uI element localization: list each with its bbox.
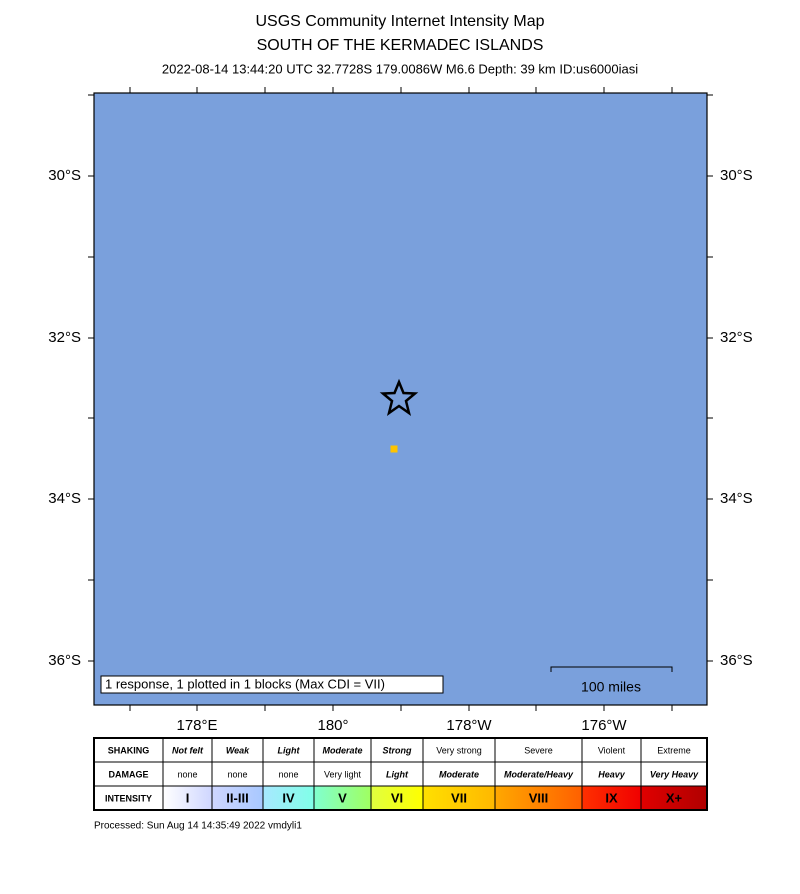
legend-text: 1 response, 1 plotted in 1 blocks (Max C…	[105, 676, 385, 691]
table-text: none	[227, 769, 247, 779]
latitude-label: 30°S	[720, 167, 753, 184]
title: USGS Community Internet Intensity Map	[256, 13, 545, 30]
table-cell	[93, 761, 164, 787]
table-cell	[162, 785, 213, 811]
table-text: IV	[282, 790, 295, 805]
table-border	[93, 737, 708, 811]
latitude-label: 36°S	[48, 652, 81, 669]
table-cell	[494, 785, 583, 811]
longitude-label: 178°W	[446, 717, 492, 734]
latitude-label: 30°S	[48, 167, 81, 184]
latitude-label: 32°S	[48, 329, 81, 346]
latitude-label: 34°S	[720, 490, 753, 507]
table-text: Very Heavy	[650, 769, 699, 779]
longitude-label: 176°W	[581, 717, 627, 734]
row-header: SHAKING	[108, 745, 150, 755]
table-text: Moderate	[322, 745, 362, 755]
table-text: X+	[666, 790, 683, 805]
table-cell	[211, 737, 264, 763]
table-cell	[211, 761, 264, 787]
table-text: Light	[386, 769, 409, 779]
table-cell	[422, 737, 496, 763]
table-cell	[494, 761, 583, 787]
cdi-block	[390, 445, 398, 453]
scale-label: 100 miles	[581, 679, 641, 695]
table-cell	[422, 785, 496, 811]
table-text: IX	[605, 790, 618, 805]
table-text: Violent	[598, 745, 626, 755]
row-header: INTENSITY	[105, 793, 152, 803]
table-text: Moderate	[439, 769, 479, 779]
footer: Processed: Sun Aug 14 14:35:49 2022 vmdy…	[94, 821, 302, 832]
table-text: Heavy	[598, 769, 626, 779]
map-area	[93, 92, 708, 706]
table-text: II-III	[226, 790, 248, 805]
table-text: Severe	[524, 745, 553, 755]
table-text: Strong	[383, 745, 412, 755]
latitude-label: 34°S	[48, 490, 81, 507]
table-text: VII	[451, 790, 467, 805]
table-text: Very light	[324, 769, 362, 779]
longitude-label: 180°	[317, 717, 348, 734]
table-cell	[162, 761, 213, 787]
scale-bar	[550, 666, 673, 672]
row-header: DAMAGE	[109, 769, 149, 779]
table-text: Moderate/Heavy	[504, 769, 574, 779]
table-cell	[581, 737, 642, 763]
event-details: 2022-08-14 13:44:20 UTC 32.7728S 179.008…	[162, 61, 638, 76]
table-text: Light	[278, 745, 301, 755]
table-text: Not felt	[172, 745, 204, 755]
intensity-table: SHAKING Not felt Weak Light Moderate Strong Ve…	[93, 737, 708, 811]
table-text: VI	[391, 790, 403, 805]
legend-box	[100, 675, 444, 694]
table-text: Very strong	[436, 745, 482, 755]
longitude-label: 178°E	[176, 717, 217, 734]
table-text: V	[338, 790, 347, 805]
latitude-label: 32°S	[720, 329, 753, 346]
latitude-label: 36°S	[720, 652, 753, 669]
region: SOUTH OF THE KERMADEC ISLANDS	[257, 37, 544, 54]
table-cell	[262, 761, 315, 787]
table-text: I	[186, 790, 190, 805]
frame-ticks	[88, 87, 713, 711]
table-text: none	[177, 769, 197, 779]
table-text: none	[278, 769, 298, 779]
epicenter-star	[379, 378, 419, 416]
table-cell	[640, 737, 708, 763]
table-text: Extreme	[657, 745, 691, 755]
table-cell	[494, 737, 583, 763]
table-text: VIII	[529, 790, 549, 805]
table-cell	[640, 761, 708, 787]
table-text: Weak	[226, 745, 250, 755]
